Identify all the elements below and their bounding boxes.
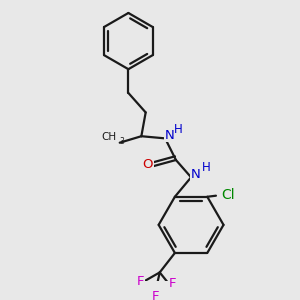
Text: Cl: Cl <box>221 188 235 202</box>
Text: O: O <box>142 158 153 171</box>
Text: N: N <box>190 168 200 181</box>
Text: F: F <box>152 290 159 300</box>
Text: CH: CH <box>101 132 116 142</box>
Text: N: N <box>165 129 174 142</box>
Text: H: H <box>174 123 182 136</box>
Text: F: F <box>169 277 176 290</box>
Text: 3: 3 <box>120 137 124 146</box>
Text: F: F <box>136 274 144 288</box>
Text: H: H <box>202 161 211 174</box>
